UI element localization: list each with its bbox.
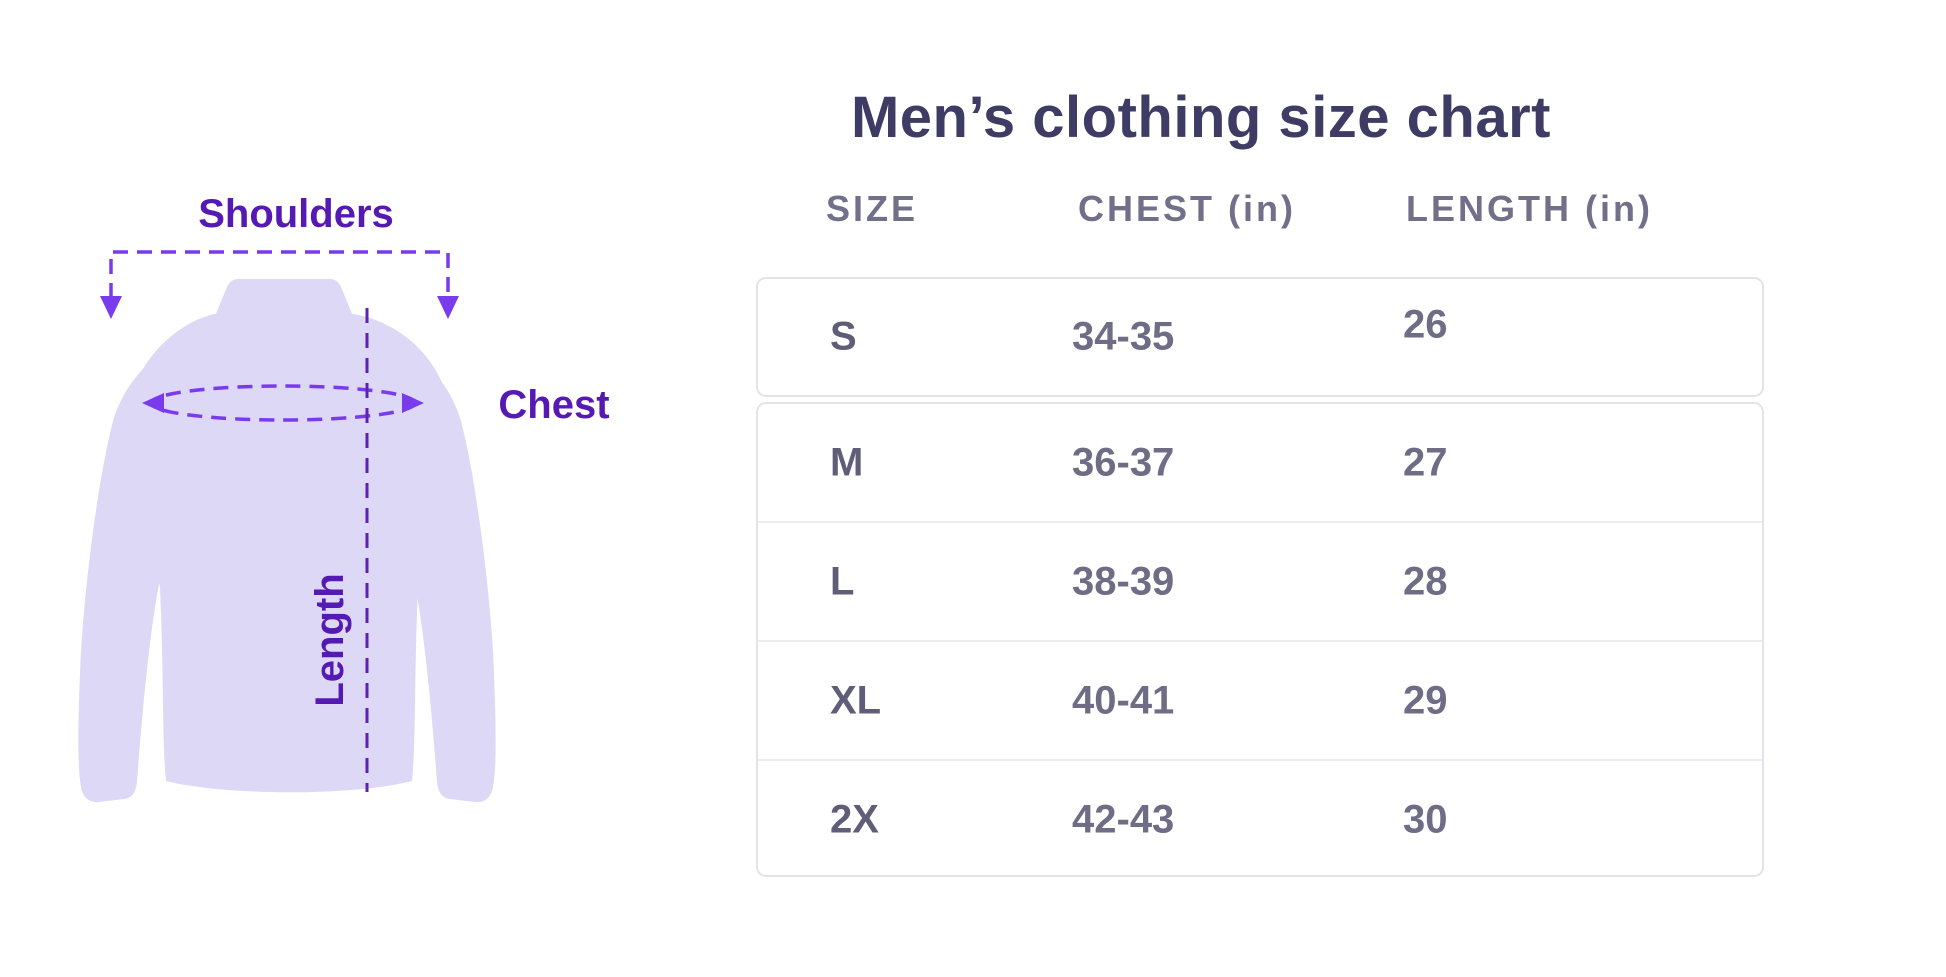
cell-length: 29 [1403,678,1448,722]
table-group-s: S 34-35 26 [756,277,1764,397]
column-header-length: LENGTH (in) [1406,188,1653,229]
shoulders-arrow-right-icon [437,296,459,319]
cell-length: 26 [1403,302,1448,347]
cell-size: M [830,440,864,484]
cell-chest: 42-43 [1072,797,1175,841]
table-row: L 38-39 28 [758,521,1762,640]
cell-size: XL [830,678,882,722]
column-header-chest: CHEST (in) [1078,188,1296,229]
cell-chest: 36-37 [1072,440,1175,484]
chest-arrow-right-icon [402,393,424,413]
shoulders-arrow-left-icon [100,296,122,319]
page-title: Men’s clothing size chart [850,85,1552,150]
cell-size: 2X [830,797,879,841]
shirt-measurement-diagram: Shoulders Chest Length [78,192,610,803]
cell-size: L [830,559,855,603]
shirt-collar [215,278,353,316]
table-row: M 36-37 27 [758,404,1762,521]
cell-length: 28 [1403,559,1448,603]
cell-chest: 40-41 [1072,678,1175,722]
table-row: XL 40-41 29 [758,640,1762,759]
cell-size: S [830,314,857,359]
table-header-row: SIZE CHEST (in) LENGTH (in) [756,188,1766,230]
cell-chest: 38-39 [1072,559,1175,603]
cell-length: 30 [1403,797,1448,841]
table-group-m-2x: M 36-37 27 L 38-39 28 XL 40-41 29 2X 42-… [756,402,1764,877]
table-row: 2X 42-43 30 [758,759,1762,878]
column-header-size: SIZE [826,188,919,229]
cell-chest: 34-35 [1072,314,1175,359]
chest-arrow-left-icon [142,393,164,413]
chest-label: Chest [498,383,609,427]
cell-length: 27 [1403,440,1448,484]
length-label: Length [308,573,352,706]
table-row: S 34-35 26 [758,279,1762,395]
shoulders-label: Shoulders [198,192,394,236]
